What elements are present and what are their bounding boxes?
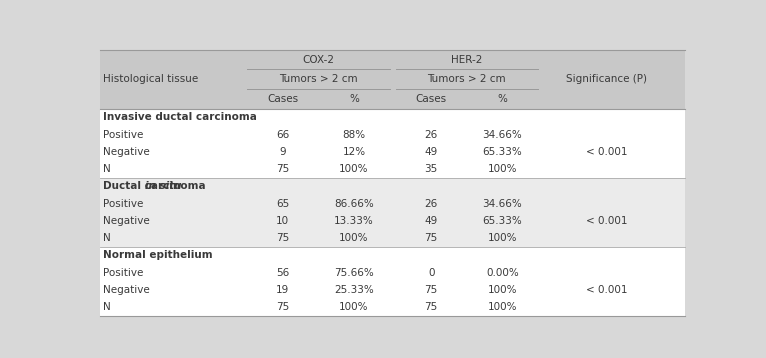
Text: 88%: 88% [342, 130, 365, 140]
Text: in situ: in situ [146, 182, 182, 192]
Text: 100%: 100% [339, 302, 368, 312]
Text: Negative: Negative [103, 147, 149, 157]
Text: 65: 65 [276, 199, 290, 209]
Text: Cases: Cases [267, 94, 298, 104]
Text: 100%: 100% [488, 302, 517, 312]
Text: 49: 49 [424, 216, 438, 226]
Text: 35: 35 [424, 164, 438, 174]
Text: 0.00%: 0.00% [486, 268, 519, 278]
Text: 75.66%: 75.66% [334, 268, 374, 278]
Text: 86.66%: 86.66% [334, 199, 374, 209]
Text: %: % [349, 94, 359, 104]
Text: 75: 75 [276, 302, 290, 312]
Bar [100, 109, 685, 178]
Text: 65.33%: 65.33% [483, 147, 522, 157]
Text: Negative: Negative [103, 216, 149, 226]
Text: 49: 49 [424, 147, 438, 157]
Text: Tumors > 2 cm: Tumors > 2 cm [279, 74, 358, 84]
Text: 65.33%: 65.33% [483, 216, 522, 226]
Text: Positive: Positive [103, 268, 143, 278]
Text: N: N [103, 302, 110, 312]
Text: 0: 0 [428, 268, 434, 278]
Text: Normal epithelium: Normal epithelium [103, 251, 212, 260]
Text: 75: 75 [276, 233, 290, 243]
Text: 100%: 100% [339, 164, 368, 174]
Text: 75: 75 [424, 302, 438, 312]
Text: %: % [497, 94, 507, 104]
Text: 100%: 100% [339, 233, 368, 243]
Text: HER-2: HER-2 [451, 55, 483, 65]
Text: < 0.001: < 0.001 [585, 147, 627, 157]
Text: 34.66%: 34.66% [483, 130, 522, 140]
Text: 12%: 12% [342, 147, 365, 157]
Text: N: N [103, 164, 110, 174]
Text: COX-2: COX-2 [303, 55, 335, 65]
Text: 66: 66 [276, 130, 290, 140]
Text: < 0.001: < 0.001 [585, 216, 627, 226]
Text: 19: 19 [276, 285, 290, 295]
Text: 100%: 100% [488, 233, 517, 243]
Text: 75: 75 [424, 233, 438, 243]
Text: 100%: 100% [488, 164, 517, 174]
Text: 26: 26 [424, 199, 438, 209]
Text: Tumors > 2 cm: Tumors > 2 cm [427, 74, 506, 84]
Text: Invasive ductal carcinoma: Invasive ductal carcinoma [103, 112, 257, 122]
Text: Negative: Negative [103, 285, 149, 295]
Text: 13.33%: 13.33% [334, 216, 374, 226]
Text: 75: 75 [424, 285, 438, 295]
Bar [100, 178, 685, 247]
Text: Cases: Cases [416, 94, 447, 104]
Bar [100, 247, 685, 316]
Text: Positive: Positive [103, 199, 143, 209]
Text: 9: 9 [280, 147, 286, 157]
Text: 56: 56 [276, 268, 290, 278]
Text: 26: 26 [424, 130, 438, 140]
Text: Ductal carcinoma: Ductal carcinoma [103, 182, 209, 192]
Bar [100, 50, 685, 109]
Text: 25.33%: 25.33% [334, 285, 374, 295]
Text: 10: 10 [277, 216, 290, 226]
Text: 75: 75 [276, 164, 290, 174]
Text: N: N [103, 233, 110, 243]
Text: 100%: 100% [488, 285, 517, 295]
Text: Positive: Positive [103, 130, 143, 140]
Text: < 0.001: < 0.001 [585, 285, 627, 295]
Text: Significance (P): Significance (P) [566, 74, 647, 84]
Text: 34.66%: 34.66% [483, 199, 522, 209]
Text: Histological tissue: Histological tissue [103, 74, 198, 84]
